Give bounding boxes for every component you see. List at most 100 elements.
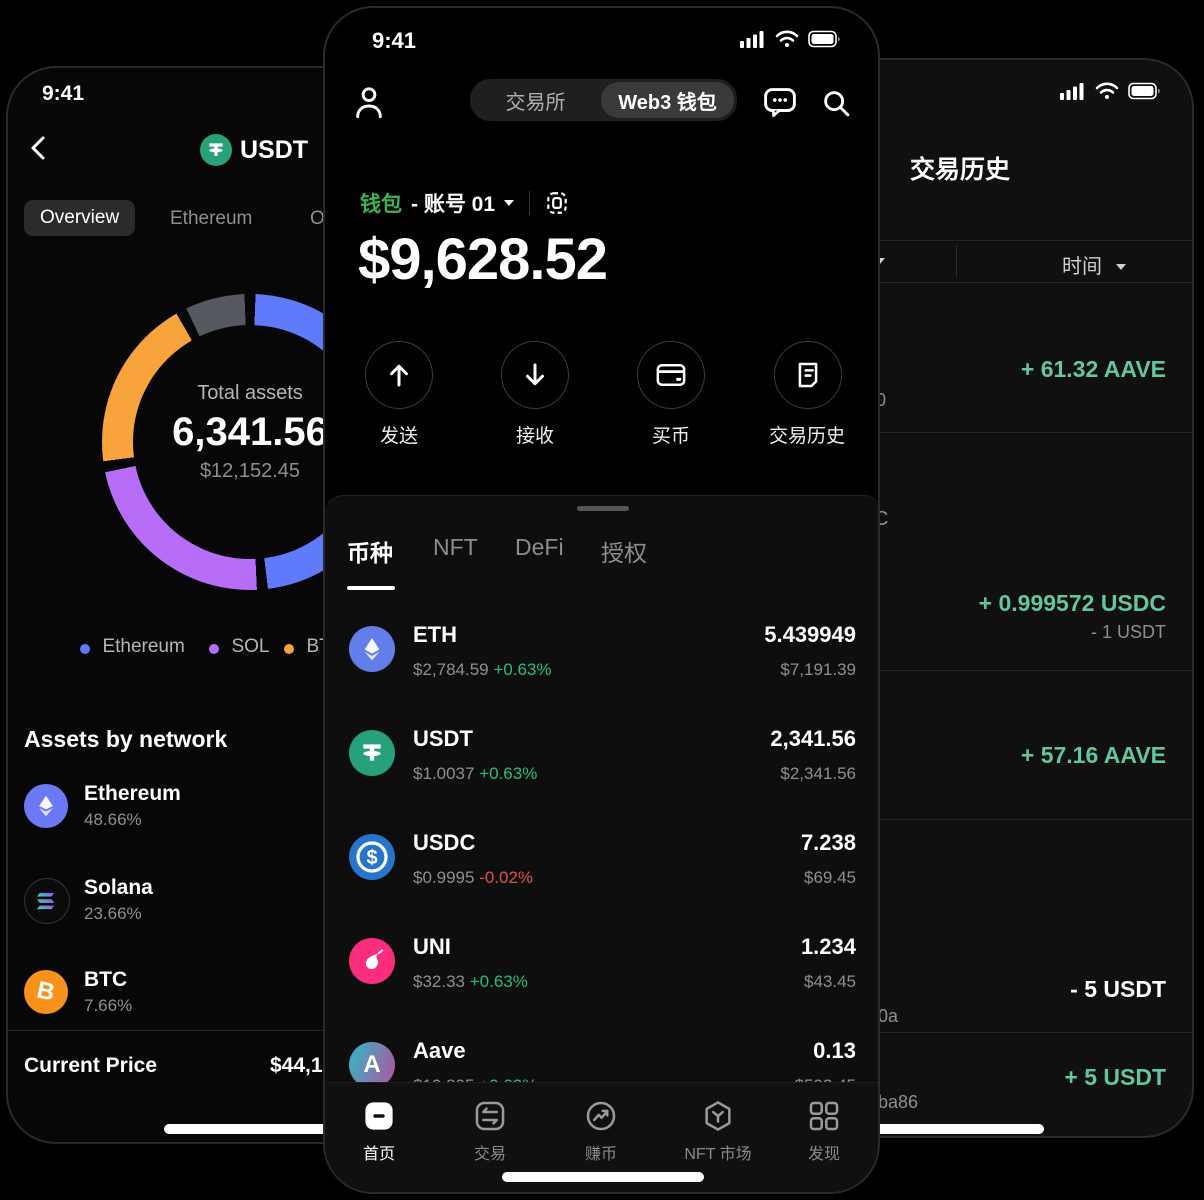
search-icon — [824, 91, 850, 117]
chevron-down-icon[interactable] — [875, 258, 885, 264]
txn-address-fragment: 0a — [878, 1006, 899, 1026]
token-price: $32.33 — [413, 972, 465, 991]
segmented-control: 交易所 Web3 钱包 — [470, 79, 737, 121]
txn-address-fragment: ba86 — [878, 1092, 919, 1112]
back-chevron-icon — [31, 136, 45, 160]
home-indicator[interactable] — [164, 1124, 384, 1134]
tab-other[interactable]: O — [310, 208, 325, 229]
token-row[interactable]: USDT $1.0037 +0.63% 2,341.56 $2,341.56 — [325, 712, 878, 816]
home-icon — [365, 1102, 393, 1130]
nft-hexagon-icon — [705, 1101, 731, 1131]
nav-trade[interactable]: 交易 — [458, 1099, 522, 1164]
legend-dot-ethereum — [80, 644, 90, 654]
txn-sub-amount: - 1 USDT — [1090, 622, 1166, 642]
token-row[interactable]: ETH $2,784.59 +0.63% 5.439949 $7,191.39 — [325, 608, 878, 712]
donut-center-sub: $12,152.45 — [199, 460, 301, 482]
drag-handle[interactable] — [577, 506, 629, 511]
tab-ethereum[interactable]: Ethereum — [170, 208, 253, 229]
eth-icon — [349, 626, 395, 672]
send-button[interactable]: 发送 — [365, 341, 433, 448]
web3-wallet-phone: 9:41 交易所 Web3 钱包 钱包 - 账号 01 $9,628.52 发送 — [323, 6, 880, 1194]
usdc-icon: $ — [349, 834, 395, 880]
wifi-icon — [1095, 82, 1119, 99]
network-row-btc[interactable]: B BTC 7.66% — [24, 968, 454, 1018]
battery-icon — [1128, 82, 1160, 100]
time-filter[interactable]: 时间 — [1062, 250, 1126, 279]
status-icons — [740, 30, 842, 48]
legend-item-ethereum: Ethereum — [80, 636, 185, 659]
buy-crypto-button[interactable]: 买币 — [637, 341, 705, 448]
divider — [720, 282, 1192, 283]
home-indicator[interactable] — [820, 1124, 1044, 1134]
chat-button[interactable] — [763, 86, 797, 118]
token-price: $2,784.59 — [413, 660, 489, 679]
receive-icon — [501, 341, 569, 409]
profile-button[interactable] — [353, 84, 385, 120]
segment-web3-wallet[interactable]: Web3 钱包 — [601, 82, 734, 118]
txn-address-fragment: 0 — [876, 390, 887, 410]
txn-amount: + 61.32 AAVE — [1020, 356, 1166, 382]
chevron-down-icon — [1115, 264, 1126, 270]
divider — [744, 670, 1192, 671]
divider — [744, 819, 1192, 820]
status-time: 9:41 — [42, 82, 85, 105]
network-row-ethereum[interactable]: Ethereum 48.66% — [24, 782, 454, 832]
legend-item-sol: SOL — [209, 636, 269, 659]
receive-button[interactable]: 接收 — [501, 341, 569, 448]
signal-icon — [1060, 83, 1084, 100]
token-change: +0.63% — [479, 764, 538, 783]
legend-dot-btc — [284, 644, 294, 654]
grid-icon — [809, 1101, 839, 1131]
tab-overview[interactable]: Overview — [24, 200, 136, 236]
txn-amount: - 5 USDT — [1070, 976, 1166, 1002]
token-price: $0.9995 — [413, 868, 475, 887]
tab-nft[interactable]: NFT — [433, 534, 478, 560]
section-title: Assets by network — [24, 726, 228, 752]
page-title: 交易历史 — [910, 156, 1011, 184]
status-icons — [1060, 82, 1162, 100]
person-icon — [356, 87, 382, 119]
donut-center-label: Total assets — [197, 382, 303, 404]
btc-icon: B — [24, 970, 68, 1014]
donut-center-value: 6,341.56 — [172, 410, 328, 454]
tab-approvals[interactable]: 授权 — [601, 540, 647, 566]
copy-address-icon[interactable] — [545, 190, 569, 216]
divider — [8, 1030, 474, 1031]
nav-home[interactable]: 首页 — [347, 1099, 411, 1164]
nav-earn[interactable]: 赚币 — [569, 1099, 633, 1164]
legend-dot-sol — [209, 644, 219, 654]
total-balance: $9,628.52 — [358, 227, 608, 292]
search-button[interactable] — [821, 88, 851, 118]
divider — [720, 240, 1192, 241]
token-change: +0.63% — [469, 972, 528, 991]
assets-sheet: 币种 NFT DeFi 授权 ETH $2,784.59 +0.63% 5.43… — [325, 495, 878, 1192]
token-change: -0.02% — [479, 868, 534, 887]
usdt-icon — [200, 134, 232, 166]
token-change: +0.63% — [493, 660, 552, 679]
current-price-label: Current Price — [24, 1054, 158, 1077]
network-row-solana[interactable]: Solana 23.66% — [24, 876, 454, 926]
divider — [529, 191, 531, 215]
txn-amount: + 57.16 AAVE — [1020, 742, 1166, 768]
divider — [744, 432, 1192, 433]
token-row[interactable]: $ USDC $0.9995 -0.02% 7.238 $69.45 — [325, 816, 878, 920]
segment-exchange[interactable]: 交易所 — [505, 91, 566, 114]
back-button[interactable] — [26, 134, 52, 162]
history-button[interactable]: 交易历史 — [769, 341, 852, 448]
token-row[interactable]: UNI $32.33 +0.63% 1.234 $43.45 — [325, 920, 878, 1024]
wallet-selector[interactable]: 钱包 - 账号 01 — [360, 188, 569, 218]
usdt-icon — [349, 730, 395, 776]
page-title: USDT — [240, 136, 309, 164]
divider — [744, 1032, 1192, 1033]
solana-icon — [24, 878, 70, 924]
home-indicator[interactable] — [502, 1172, 704, 1182]
nav-discover[interactable]: 发现 — [792, 1099, 856, 1164]
tab-defi[interactable]: DeFi — [515, 534, 564, 560]
earn-icon — [586, 1101, 616, 1131]
active-tab-underline — [347, 586, 395, 590]
nav-nft-market[interactable]: NFT 市场 — [670, 1099, 766, 1164]
tab-coins[interactable]: 币种 — [347, 540, 393, 566]
txn-amount: + 5 USDT — [1064, 1064, 1166, 1090]
signal-icon — [740, 31, 764, 48]
ethereum-icon — [24, 784, 68, 828]
